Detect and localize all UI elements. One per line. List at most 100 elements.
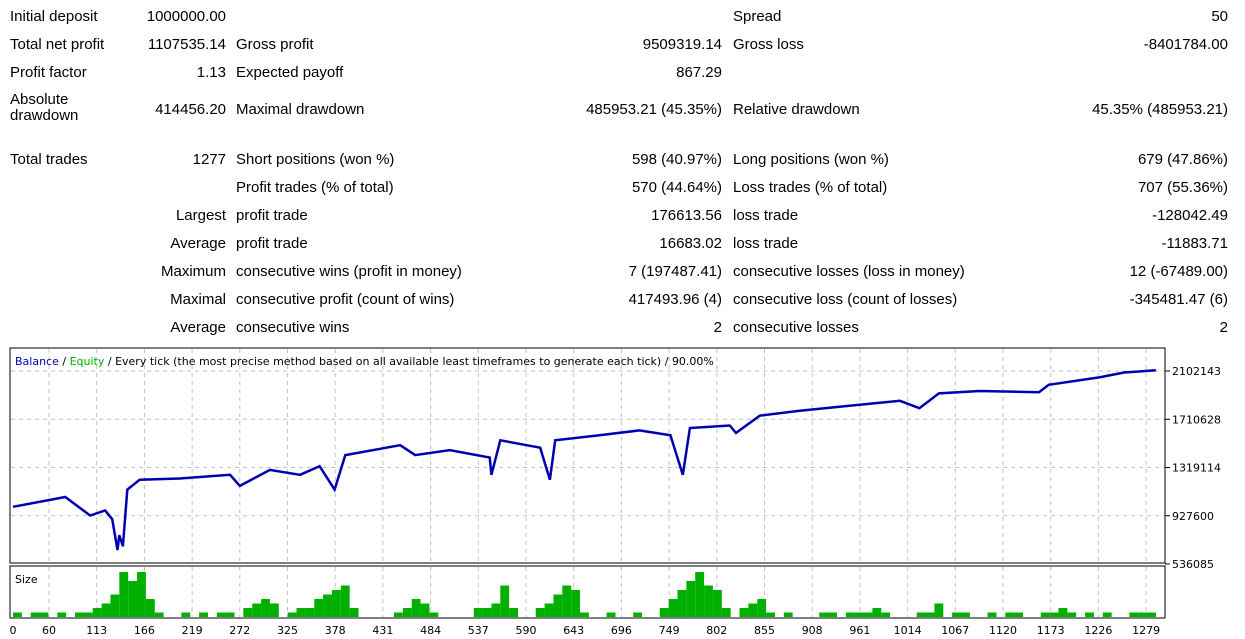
size-bar: [721, 608, 731, 617]
size-bar: [500, 585, 510, 617]
size-bar: [1058, 608, 1068, 617]
legend-equity[interactable]: Equity: [70, 355, 105, 368]
size-bar: [57, 612, 67, 617]
y-tick-label: 2102143: [1172, 365, 1221, 378]
size-bar: [987, 612, 997, 617]
x-tick-label: 749: [659, 624, 680, 637]
size-bar: [305, 608, 315, 617]
size-bar: [553, 594, 563, 617]
report-c2-7: profit trade: [236, 235, 308, 252]
size-bar: [39, 612, 49, 617]
size-bar: [606, 612, 616, 617]
size-bar: [491, 603, 501, 617]
report-c2-10: consecutive wins: [236, 319, 350, 336]
report-v1-4: 1277: [192, 151, 226, 168]
size-bar: [571, 590, 581, 617]
report-v1-10: Average: [170, 319, 226, 336]
report-v3-5: 707 (55.36%): [1137, 179, 1228, 196]
size-bar: [287, 612, 297, 617]
size-bar: [199, 612, 208, 617]
size-bar: [766, 612, 775, 617]
report-c1-1: Total net profit: [10, 36, 105, 53]
size-bar: [225, 612, 235, 617]
size-bar: [1102, 612, 1112, 617]
size-bar: [819, 612, 829, 617]
report-v2-8: 7 (197487.41): [628, 263, 722, 280]
size-bar: [872, 608, 882, 617]
report-v2-1: 9509319.14: [642, 36, 722, 53]
report-v3-3: 45.35% (485953.21): [1092, 101, 1228, 118]
size-bar: [92, 608, 102, 617]
x-tick-label: 1014: [894, 624, 922, 637]
x-tick-label: 802: [706, 624, 727, 637]
report-c2-6: profit trade: [236, 207, 308, 224]
size-bar: [30, 612, 40, 617]
size-bar: [881, 612, 891, 617]
size-bar: [1129, 612, 1139, 617]
legend-balance[interactable]: Balance: [15, 355, 59, 368]
report-c3-1: Gross loss: [733, 36, 804, 53]
report-v3-0: 50: [1211, 8, 1228, 25]
report-c2-9: consecutive profit (count of wins): [236, 291, 455, 308]
size-bar: [739, 608, 749, 617]
size-bar: [473, 608, 483, 617]
size-bar: [331, 590, 341, 617]
size-bar: [580, 612, 589, 617]
size-bar: [562, 585, 572, 617]
size-bar: [1138, 612, 1148, 617]
size-bar: [13, 612, 22, 617]
report-v3-7: -11883.71: [1161, 235, 1228, 252]
report-c2-1: Gross profit: [236, 36, 314, 53]
size-bar: [1049, 612, 1059, 617]
size-bar: [411, 599, 421, 617]
size-panel: [9, 565, 1166, 619]
x-tick-label: 1173: [1037, 624, 1065, 637]
size-bar: [925, 612, 935, 617]
x-tick-label: 537: [468, 624, 489, 637]
size-bar: [712, 590, 722, 617]
report-c1-3: Absolute drawdown: [10, 91, 79, 124]
size-bar: [154, 612, 164, 617]
size-bar: [1067, 612, 1077, 617]
report-v2-10: 2: [713, 319, 722, 336]
size-bar: [252, 603, 262, 617]
report-v2-9: 417493.96 (4): [628, 291, 722, 308]
size-bar: [83, 612, 93, 617]
y-tick-label: 927600: [1172, 510, 1214, 523]
report-c3-3: Relative drawdown: [733, 101, 860, 118]
x-tick-label: 1067: [941, 624, 969, 637]
size-bar: [323, 594, 332, 617]
y-tick-label: 1710628: [1172, 413, 1221, 426]
x-tick-label: 855: [754, 624, 775, 637]
x-tick-label: 60: [42, 624, 56, 637]
report-v3-9: -345481.47 (6): [1129, 291, 1228, 308]
x-tick-label: 643: [563, 624, 584, 637]
x-tick-label: 484: [420, 624, 441, 637]
report-c3-10: consecutive losses: [733, 319, 859, 336]
size-bar: [659, 608, 669, 617]
size-bar: [704, 585, 713, 617]
x-tick-label: 1226: [1084, 624, 1112, 637]
report-v2-5: 570 (44.64%): [631, 179, 722, 196]
size-bar: [314, 599, 324, 617]
legend-sep: /: [59, 355, 70, 368]
report-c1-2: Profit factor: [10, 64, 87, 81]
x-tick-label: 378: [325, 624, 346, 637]
report-c2-5: Profit trades (% of total): [236, 179, 394, 196]
size-bar: [845, 612, 855, 617]
report-c3-6: loss trade: [733, 207, 799, 224]
report-c2-3: Maximal drawdown: [236, 101, 365, 118]
legend-sep: /: [104, 355, 115, 368]
report-c2-8: consecutive wins (profit in money): [236, 263, 462, 280]
report-c3-8: consecutive losses (loss in money): [733, 263, 965, 280]
size-bar: [269, 603, 279, 617]
report-v3-6: -128042.49: [1152, 207, 1228, 224]
x-tick-label: 325: [277, 624, 298, 637]
report-v1-1: 1107535.14: [147, 36, 226, 53]
main-panel: [9, 347, 1166, 564]
report-c2-4: Short positions (won %): [236, 151, 395, 168]
report-v2-3: 485953.21 (45.35%): [586, 101, 722, 118]
report-v1-3: 414456.20: [155, 101, 226, 118]
size-bar: [544, 603, 554, 617]
report-v1-6: Largest: [175, 207, 226, 224]
